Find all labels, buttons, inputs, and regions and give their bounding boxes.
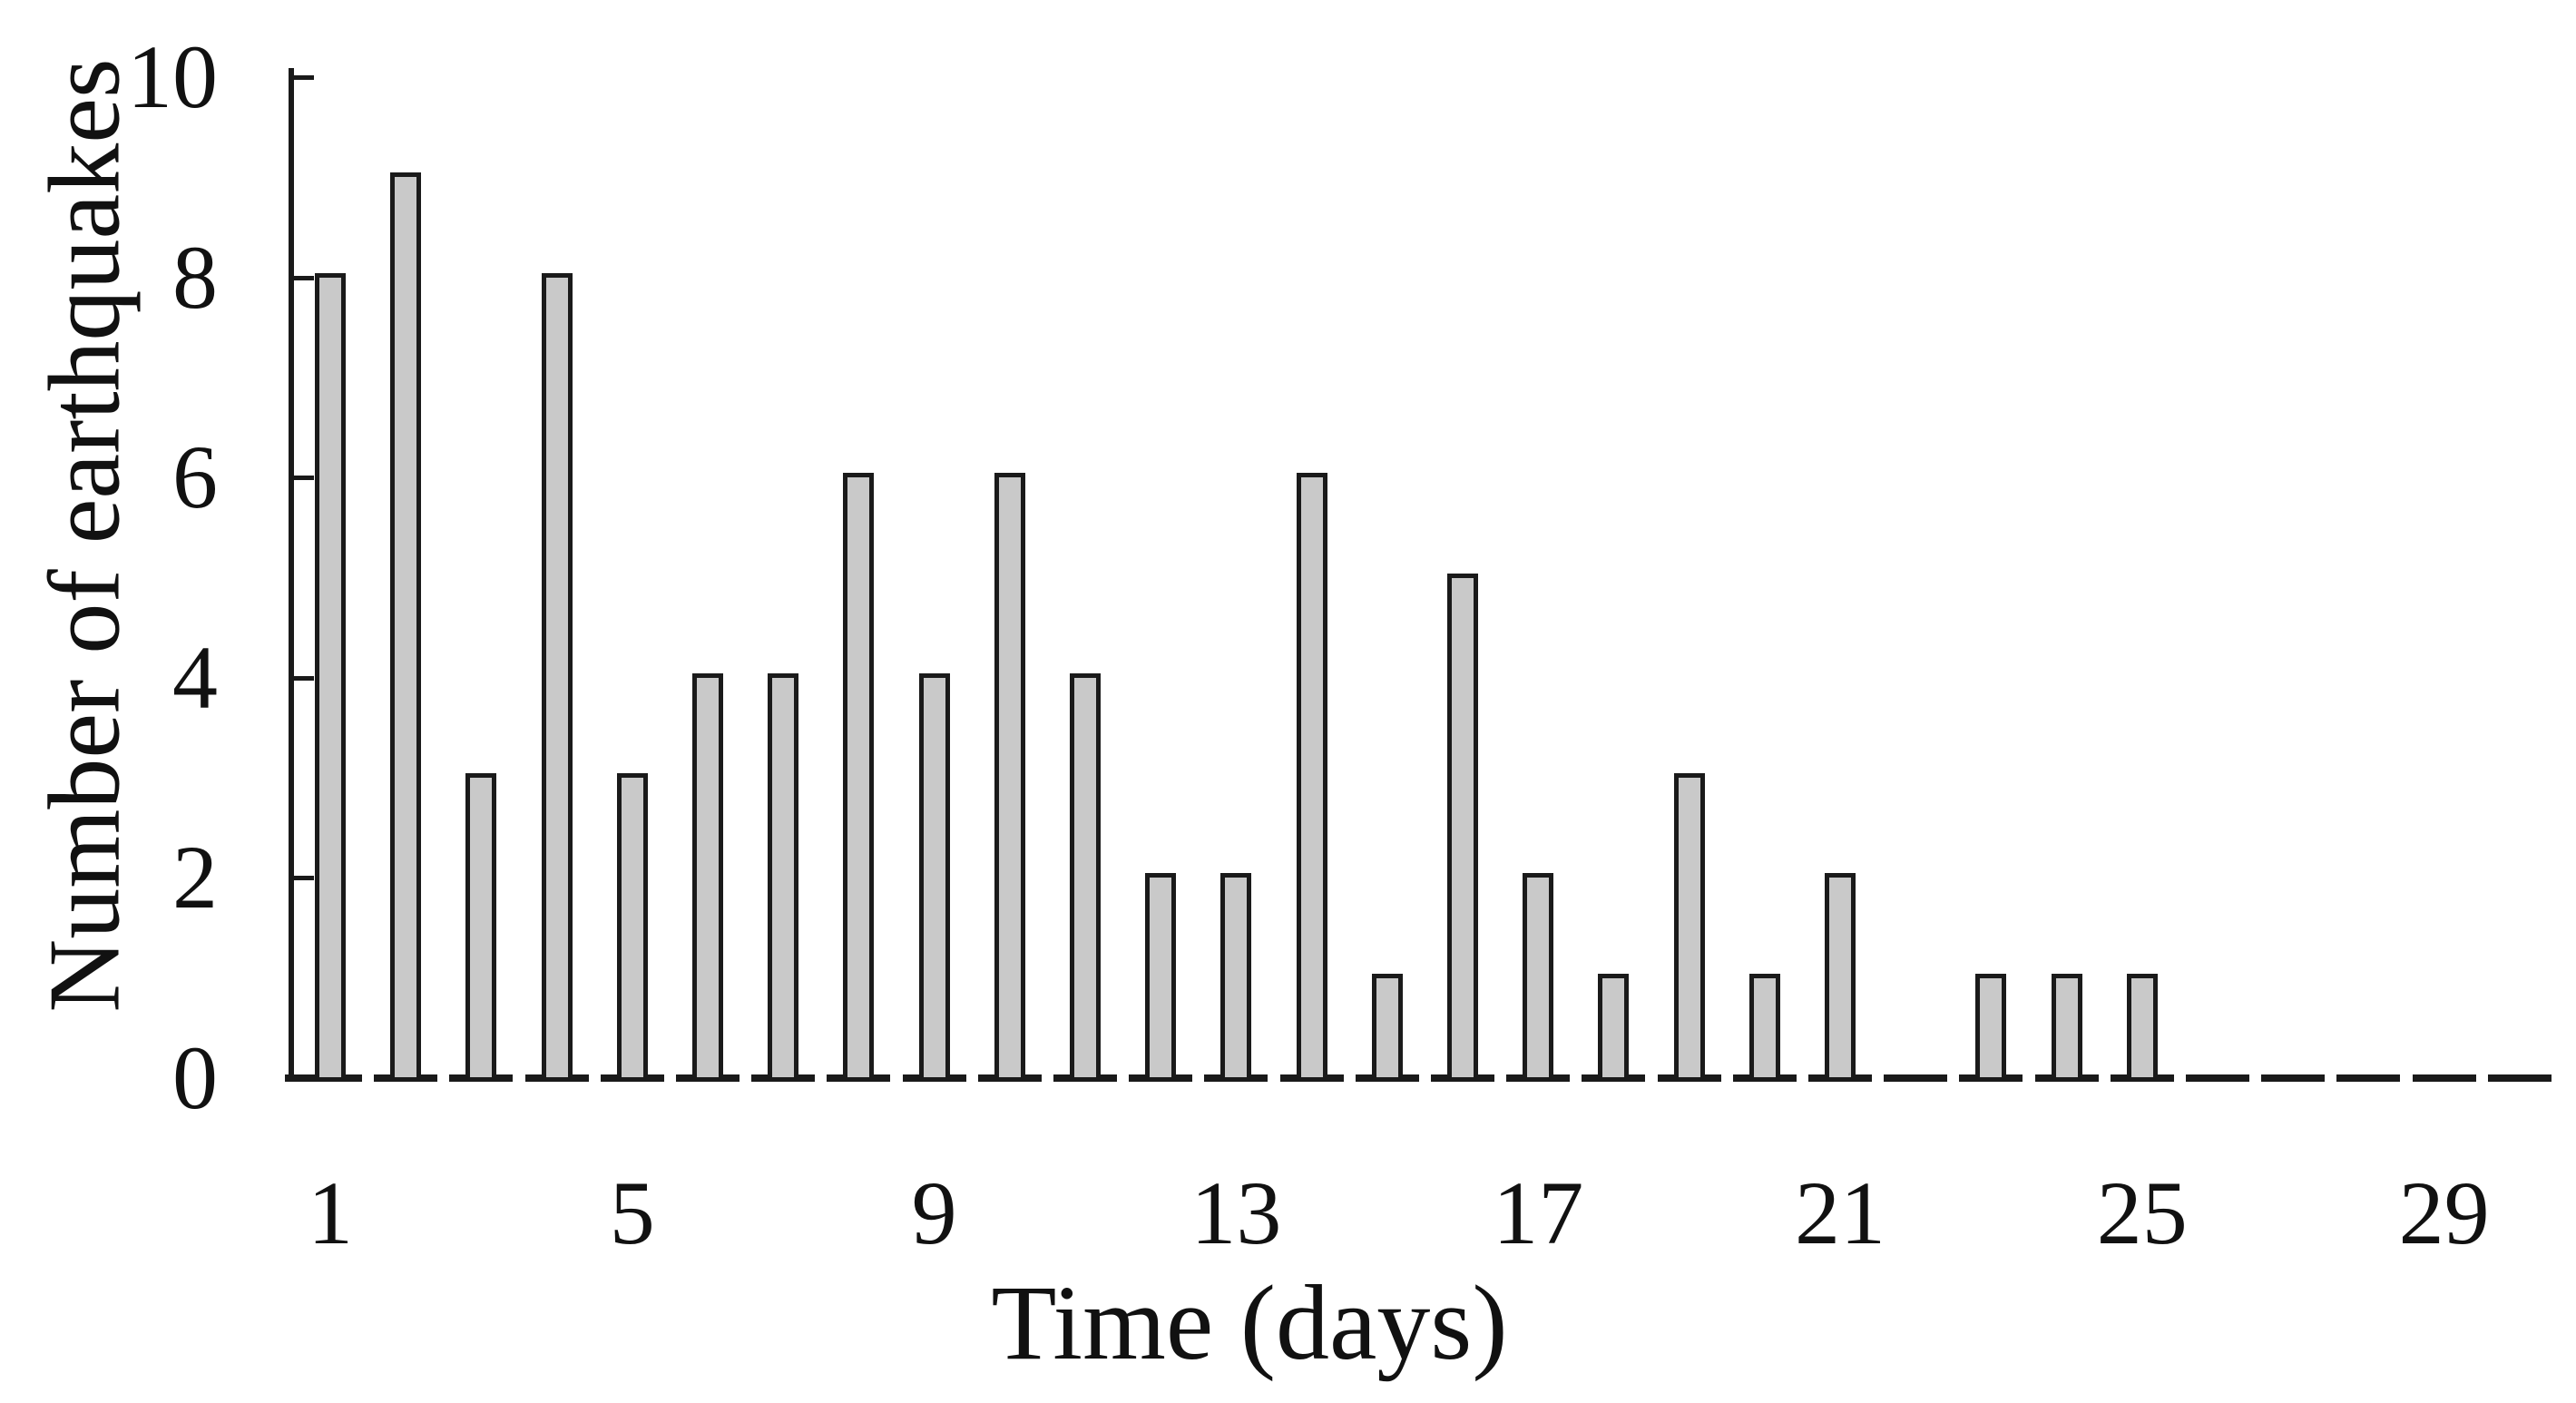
x-axis-title: Time (days) [991,1263,1508,1382]
bar-day-13 [1220,873,1252,1082]
baseline-segment-day-29 [2412,1074,2476,1082]
bar-day-25 [2126,973,2158,1082]
baseline-segment-day-26 [2186,1074,2249,1082]
y-tick-10 [289,75,314,80]
x-tick-label-5: 5 [609,1163,655,1263]
bar-day-19 [1673,773,1705,1082]
bar-day-14 [1296,473,1327,1082]
bar-day-24 [2051,973,2082,1082]
y-tick-4 [289,675,314,681]
x-tick-label-29: 29 [2398,1163,2490,1263]
bar-day-10 [994,473,1025,1082]
y-tick-label-4: 4 [172,626,218,728]
bar-day-6 [692,672,723,1082]
bar-day-4 [541,272,573,1082]
bar-day-23 [1975,973,2007,1082]
bar-day-18 [1598,973,1630,1082]
y-tick-6 [289,476,314,481]
bar-day-11 [1070,672,1101,1082]
y-axis-line [289,68,294,1082]
y-tick-label-6: 6 [172,427,218,528]
y-tick-2 [289,876,314,881]
bar-day-17 [1523,873,1554,1082]
bar-day-8 [843,473,875,1082]
x-tick-label-17: 17 [1493,1163,1584,1263]
baseline-segment-corner [285,1074,301,1082]
bar-day-20 [1748,973,1780,1082]
bar-day-7 [768,672,799,1082]
x-tick-label-21: 21 [1795,1163,1885,1263]
bar-day-1 [315,272,346,1082]
baseline-segment-day-27 [2261,1074,2326,1082]
y-tick-label-8: 8 [172,226,218,328]
x-tick-label-25: 25 [2096,1163,2188,1263]
baseline-segment-day-30 [2487,1074,2552,1082]
y-tick-8 [289,275,314,280]
x-tick-label-13: 13 [1190,1163,1282,1263]
bar-day-2 [390,172,422,1082]
y-tick-label-2: 2 [172,827,218,928]
bar-day-5 [616,773,648,1082]
bar-day-9 [918,672,950,1082]
x-tick-label-1: 1 [308,1163,353,1263]
x-tick-label-9: 9 [911,1163,957,1263]
bar-day-3 [465,773,497,1082]
y-tick-label-0: 0 [172,1027,218,1128]
baseline-segment-day-22 [1884,1074,1948,1082]
bar-day-12 [1145,873,1177,1082]
bar-day-15 [1371,973,1403,1082]
y-tick-label-10: 10 [127,26,218,127]
bar-day-21 [1825,873,1856,1082]
baseline-segment-day-28 [2336,1074,2401,1082]
bar-day-16 [1447,573,1478,1082]
